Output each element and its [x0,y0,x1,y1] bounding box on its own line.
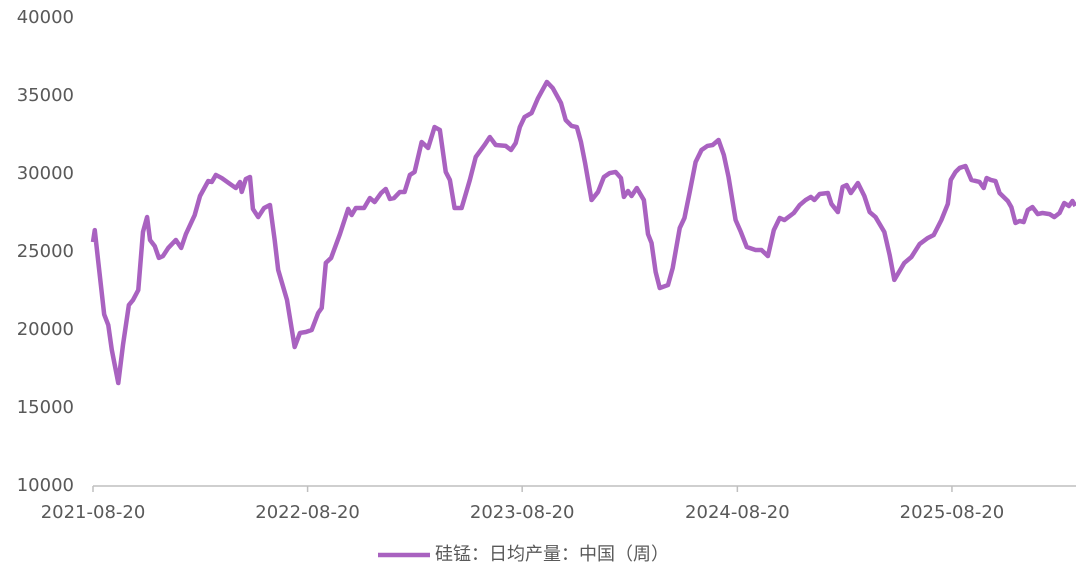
y-tick-label: 25000 [17,241,74,262]
legend-label: 硅锰：日均产量：中国（周） [435,544,669,565]
y-tick-label: 35000 [17,85,74,106]
x-tick-label: 2025-08-20 [900,502,1005,523]
x-tick-label: 2022-08-20 [255,502,360,523]
legend: 硅锰：日均产量：中国（周） [378,544,669,565]
y-tick-label: 40000 [17,7,74,28]
y-tick-label: 20000 [17,319,74,340]
x-tick-label: 2023-08-20 [470,502,575,523]
x-tick-label: 2024-08-20 [685,502,790,523]
y-tick-label: 30000 [17,163,74,184]
x-tick-label: 2021-08-20 [41,502,146,523]
y-tick-label: 15000 [17,397,74,418]
y-tick-label: 10000 [17,475,74,496]
line [90,79,1076,386]
